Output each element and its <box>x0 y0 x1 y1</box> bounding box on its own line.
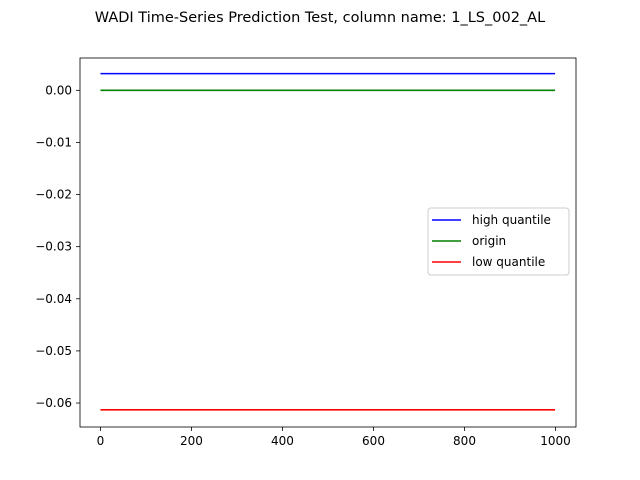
legend-box <box>427 207 570 276</box>
y-tick-label: −0.03 <box>35 240 72 254</box>
x-axis: 0 200 400 600 800 1000 <box>97 427 571 448</box>
x-tick-label: 600 <box>362 434 385 448</box>
legend-label-origin: origin <box>472 234 506 248</box>
y-tick-label: −0.06 <box>35 396 72 410</box>
legend-label-high-quantile: high quantile <box>472 213 551 227</box>
y-axis: 0.00 −0.01 −0.02 −0.03 −0.04 −0.05 −0.06 <box>35 83 80 410</box>
x-tick-label: 200 <box>180 434 203 448</box>
x-tick-label: 400 <box>271 434 294 448</box>
y-tick-label: −0.01 <box>35 135 72 149</box>
legend: high quantile origin low quantile <box>427 207 570 276</box>
x-tick-label: 1000 <box>540 434 571 448</box>
x-tick-label: 0 <box>97 434 105 448</box>
series-group <box>100 72 556 411</box>
x-tick-label: 800 <box>453 434 476 448</box>
y-tick-label: −0.02 <box>35 188 72 202</box>
chart-title: WADI Time-Series Prediction Test, column… <box>95 10 545 26</box>
y-tick-label: −0.04 <box>35 292 72 306</box>
y-tick-label: 0.00 <box>45 83 72 97</box>
legend-label-low-quantile: low quantile <box>472 255 545 269</box>
y-tick-label: −0.05 <box>35 344 72 358</box>
